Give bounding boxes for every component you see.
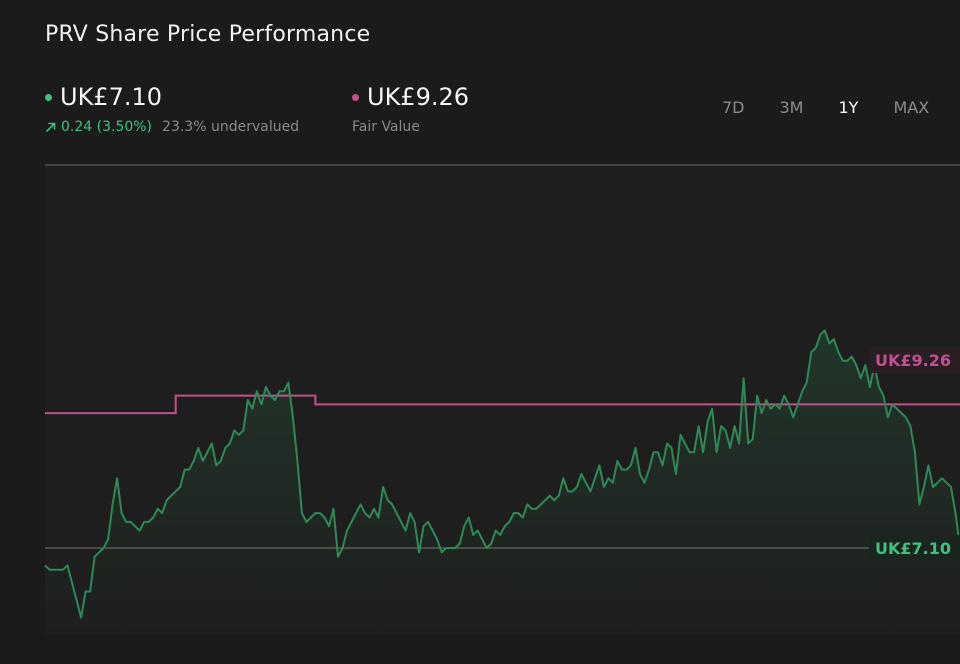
arrow-up-right-icon (46, 122, 56, 132)
tab-1y[interactable]: 1Y (838, 98, 859, 117)
price-change-value: 0.24 (3.50%) (61, 119, 153, 135)
tab-max[interactable]: MAX (893, 98, 930, 117)
valuation-status: 23.3% undervalued (162, 119, 300, 135)
current-price-block: UK£7.10 0.24 (3.50%) 23.3% undervalued (45, 83, 299, 135)
tab-7d[interactable]: 7D (722, 98, 745, 117)
fair-value-block: UK£9.26 Fair Value (352, 83, 469, 135)
fair-value-line (45, 394, 960, 415)
time-range-tabs: 7D 3M 1Y MAX (722, 98, 929, 117)
fair-value-label-bg (869, 346, 960, 373)
fair-value-price: UK£9.26 (367, 83, 470, 111)
fair-value-label: Fair Value (352, 119, 420, 135)
price-area (45, 330, 960, 635)
tab-3m[interactable]: 3M (779, 98, 804, 117)
current-price: UK£7.10 (60, 83, 163, 111)
fair-value-end-label: UK£9.26 (875, 351, 951, 370)
page-title: PRV Share Price Performance (45, 22, 371, 47)
price-change: 0.24 (3.50%) (45, 119, 152, 135)
price-label-bg (869, 534, 960, 561)
price-end-label: UK£7.10 (875, 539, 951, 558)
price-dot-icon (45, 93, 52, 101)
price-line (44, 329, 960, 619)
fair-value-dot-icon (352, 93, 359, 101)
